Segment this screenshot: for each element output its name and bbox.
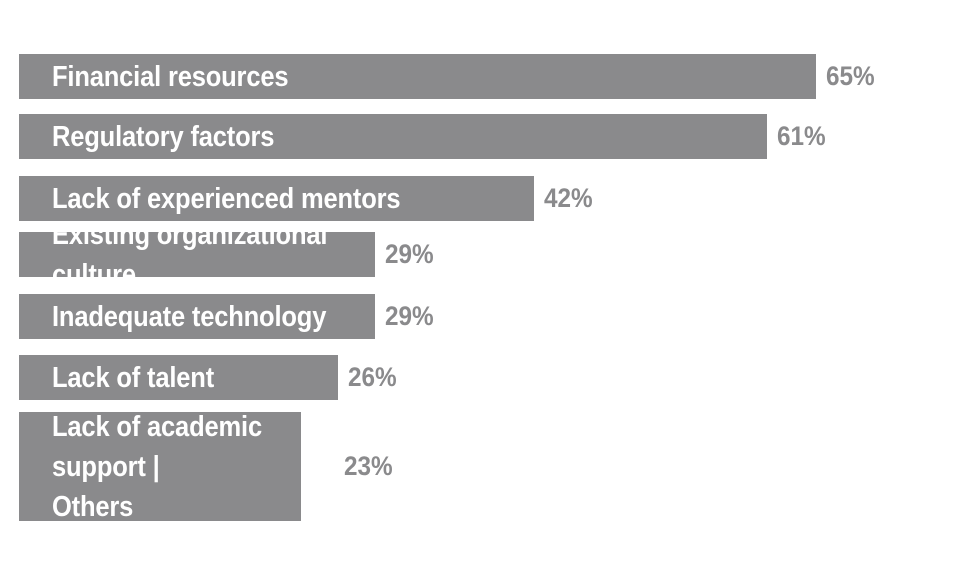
bar-2: Regulatory factors [19,114,767,159]
bar-category-label: Regulatory factors [52,120,275,153]
bar-3: Lack of experienced mentors [19,176,534,221]
bar-value-label: 42% [543,183,593,213]
bar-category-label: Lack of talent [52,361,215,394]
bar-category-label: Lack of academic support | Others [52,410,262,523]
bar-category-label: Existing organizational culture [52,218,328,291]
bar-5: Inadequate technology [19,294,375,339]
bar-1: Financial resources [19,54,816,99]
bar-value-label: 26% [347,362,397,392]
bar-value-label: 29% [384,301,434,331]
bar-value-label: 23% [343,451,393,481]
bar-category-label: Inadequate technology [52,300,327,333]
bar-category-label: Lack of experienced mentors [52,182,401,215]
bar-7: Lack of academic support | Others [19,411,301,523]
bar-category-label: Financial resources [52,60,289,93]
bar-value-label: 65% [825,61,875,91]
bar-6: Lack of talent [19,355,338,400]
bar-value-label: 61% [776,121,826,151]
bar-value-label: 29% [384,239,434,269]
bar-4: Existing organizational culture [19,219,375,291]
